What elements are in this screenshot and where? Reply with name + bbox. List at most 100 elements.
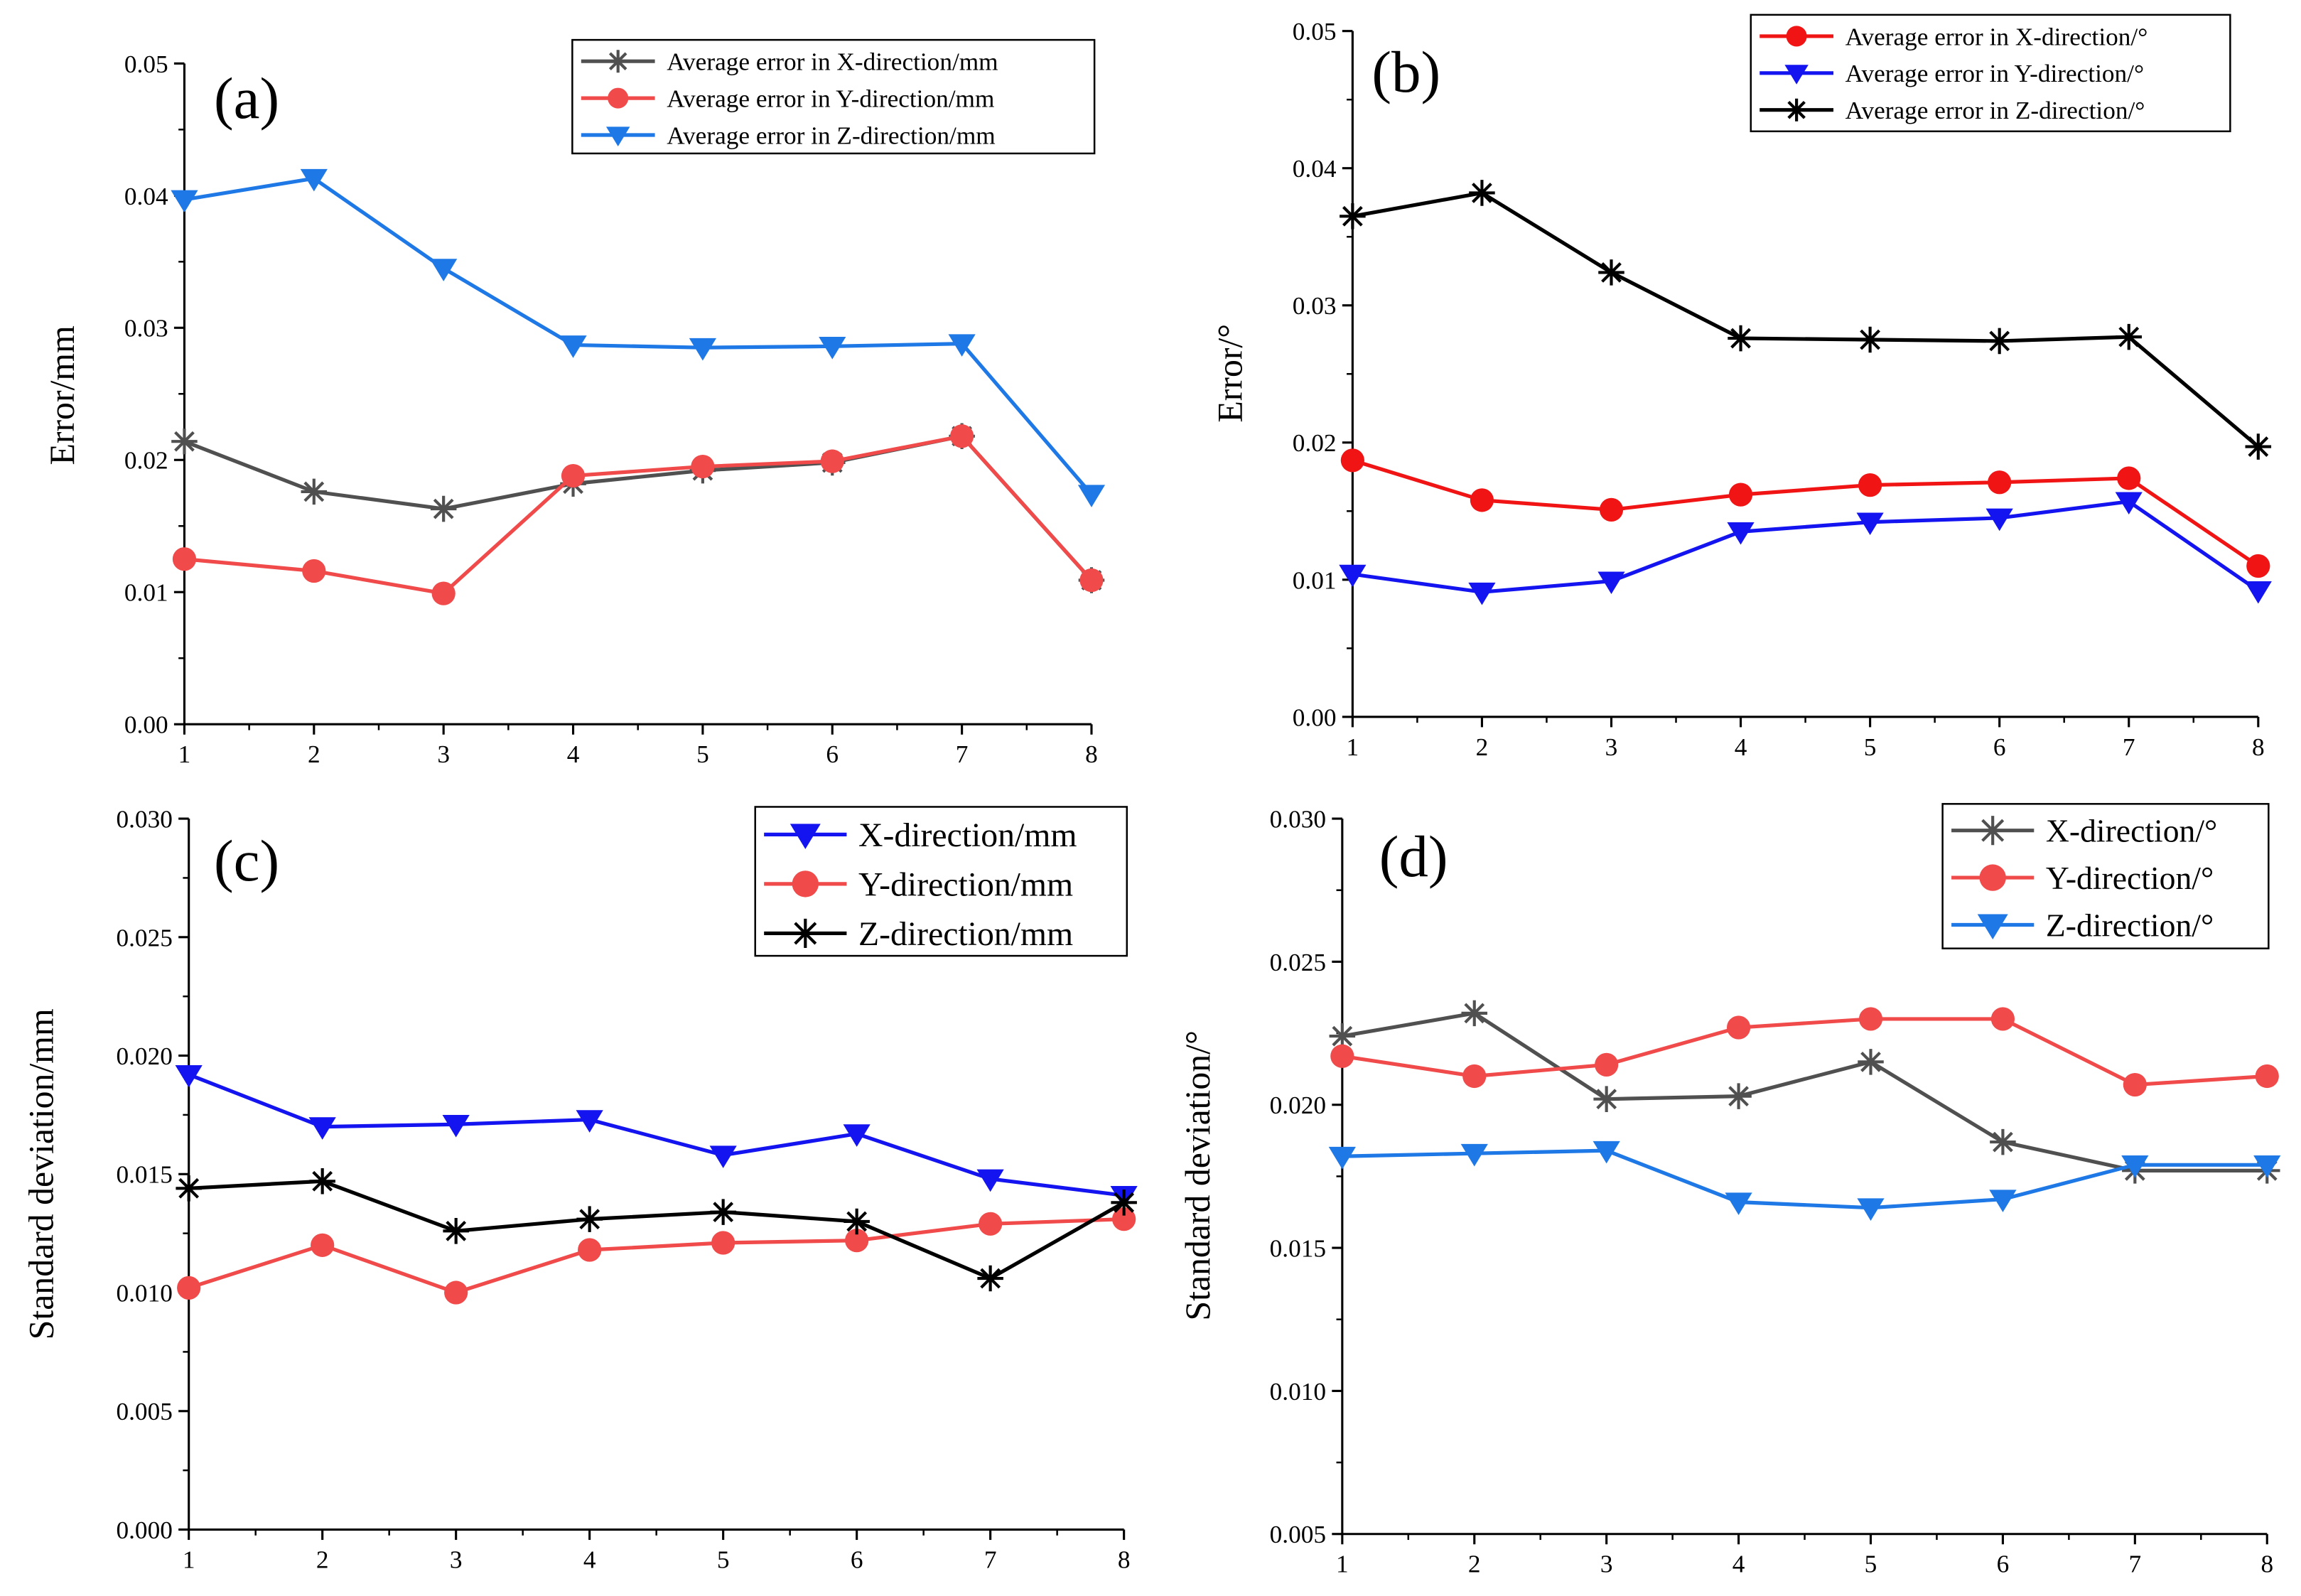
data-point	[308, 1117, 336, 1140]
x-tick-label: 8	[2252, 733, 2265, 761]
data-point	[1857, 326, 1883, 353]
y-tick-label: 0.03	[124, 315, 168, 343]
legend-entry: X-direction/°	[2046, 813, 2217, 849]
data-point	[1858, 473, 1882, 497]
x-tick-label: 2	[316, 1546, 329, 1573]
data-point	[1856, 512, 1884, 535]
data-point	[1728, 325, 1754, 352]
y-tick-label: 0.025	[116, 924, 172, 951]
series-2	[1328, 1141, 2281, 1221]
legend-entry: Y-direction/mm	[858, 866, 1073, 904]
data-point	[820, 449, 844, 473]
series-line	[188, 1179, 1125, 1280]
data-point	[1111, 1190, 1137, 1216]
x-tick-label: 4	[567, 740, 580, 768]
legend-marker	[605, 126, 630, 146]
y-tick-label: 0.030	[116, 806, 172, 834]
series-0	[175, 1064, 1138, 1209]
x-tick-label: 5	[1864, 733, 1877, 761]
data-point	[578, 1238, 602, 1262]
series-line	[188, 1072, 1124, 1197]
data-point	[1597, 571, 1625, 595]
y-tick-label: 0.00	[1293, 703, 1337, 731]
legend-marker	[1784, 65, 1809, 85]
x-tick-label: 2	[1468, 1551, 1481, 1578]
data-point	[1725, 1083, 1752, 1109]
data-point	[1599, 497, 1624, 522]
series-0	[1340, 448, 2270, 578]
data-point	[302, 559, 326, 583]
series-line	[1352, 190, 2260, 448]
y-tick-label: 0.01	[1293, 566, 1337, 594]
legend-entry: Average error in X-direction/°	[1845, 23, 2148, 50]
data-point	[1989, 1190, 2017, 1212]
x-tick-label: 6	[1997, 1551, 2010, 1578]
x-tick-label: 4	[1735, 733, 1747, 761]
data-point	[2246, 554, 2270, 578]
data-point	[2244, 581, 2272, 604]
x-tick-label: 1	[183, 1546, 195, 1573]
panel-label: (c)	[214, 828, 279, 893]
data-point	[1339, 564, 1367, 588]
y-tick-label: 0.03	[1293, 292, 1337, 320]
data-point	[819, 337, 846, 360]
x-tick-label: 5	[717, 1546, 730, 1573]
data-point	[950, 424, 974, 448]
series-line	[183, 433, 1093, 582]
series-1	[172, 424, 1104, 605]
x-tick-label: 7	[984, 1546, 997, 1573]
data-point	[576, 1110, 603, 1133]
data-point	[171, 190, 198, 213]
data-point	[691, 454, 715, 479]
y-tick-label: 0.01	[124, 579, 168, 607]
x-tick-label: 6	[1993, 733, 2006, 761]
x-tick-label: 5	[696, 740, 709, 768]
legend-marker	[790, 824, 821, 849]
data-point	[2123, 1072, 2147, 1097]
x-tick-label: 6	[851, 1546, 863, 1573]
legend: Average error in X-direction/° Average er…	[1750, 14, 2231, 133]
x-tick-label: 7	[956, 740, 969, 768]
x-tick-label: 2	[1476, 733, 1489, 761]
data-point	[1462, 1064, 1487, 1089]
legend-marker	[792, 870, 819, 897]
data-point	[1460, 1143, 1488, 1167]
legend: X-direction/mm Y-direction/mm Z-direction/…	[754, 806, 1128, 957]
series-line	[184, 433, 1093, 595]
y-tick-label: 0.02	[124, 447, 168, 475]
data-point	[301, 478, 328, 505]
data-point	[1330, 1044, 1354, 1068]
y-tick-label: 0.020	[116, 1042, 172, 1070]
panel-label: (b)	[1372, 39, 1440, 104]
data-point	[1598, 259, 1624, 286]
y-tick-label: 0.04	[124, 183, 168, 210]
data-point	[1726, 1015, 1751, 1040]
data-point	[177, 1276, 201, 1300]
series-line	[184, 176, 1093, 496]
data-point	[1727, 522, 1755, 545]
legend-entry: X-direction/mm	[858, 816, 1077, 854]
data-point	[171, 428, 198, 455]
x-tick-label: 7	[2129, 1551, 2142, 1578]
y-axis-label: Error/°	[1211, 324, 1250, 423]
panel-c: 0.000 0.005 0.010 0.015 0.020 0.025 0.030 1 2 3 4 5…	[22, 806, 1138, 1573]
x-tick-label: 3	[1605, 733, 1618, 761]
x-tick-label: 8	[2260, 1551, 2273, 1578]
data-point	[1857, 1198, 1885, 1221]
data-point	[1461, 1000, 1488, 1027]
legend-entry: Average error in Y-direction/°	[1845, 60, 2144, 87]
data-point	[431, 581, 456, 605]
data-point	[2115, 492, 2143, 515]
data-point	[845, 1229, 869, 1253]
data-point	[2116, 323, 2143, 350]
data-point	[948, 334, 976, 357]
legend-entry: Average error in Y-direction/mm	[667, 85, 994, 112]
data-point	[1593, 1141, 1620, 1164]
series-line	[188, 1217, 1124, 1295]
legend-entry: Average error in Z-direction/°	[1845, 97, 2145, 124]
data-point	[710, 1199, 736, 1225]
data-point	[709, 1145, 737, 1168]
panel-b: 0.00 0.01 0.02 0.03 0.04 0.05 1 2 3 4 5 6 7 8 Error/° (…	[1211, 14, 2272, 761]
x-tick-label: 1	[1336, 1551, 1349, 1578]
data-point	[1725, 1192, 1752, 1215]
